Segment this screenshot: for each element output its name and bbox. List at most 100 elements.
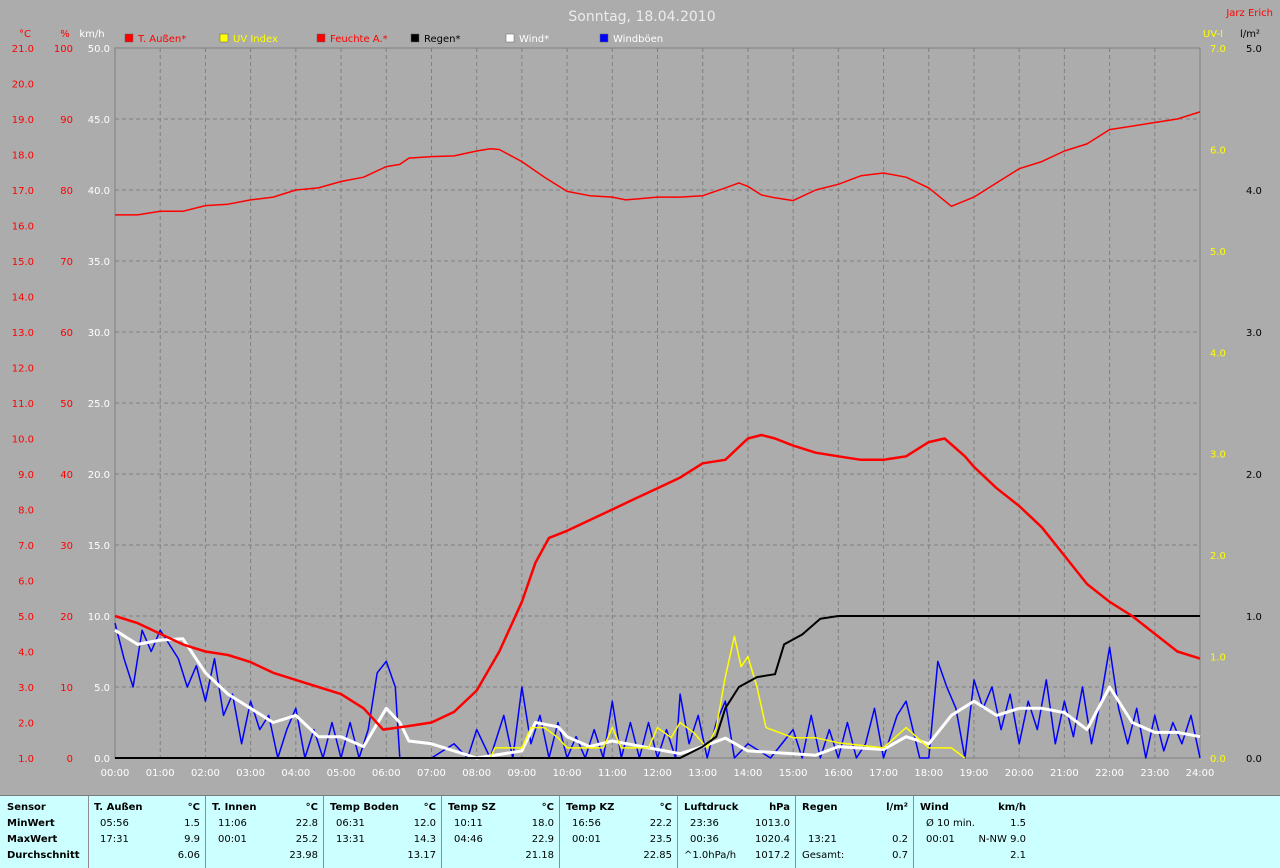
humidity-tick-label: 60: [60, 328, 73, 339]
uv-tick-label: 4.0: [1210, 348, 1226, 359]
stats-column: Temp SZ °C 10:11 18.0 04:46 22.9 21.18: [442, 796, 560, 868]
stats-max-time: 00:01: [926, 834, 955, 845]
legend-swatch: [599, 33, 609, 43]
humidity-tick-label: 20: [60, 612, 73, 623]
stats-max-value: 25.2: [295, 834, 318, 845]
temp-tick-label: 9.0: [18, 470, 34, 481]
temp-tick-label: 18.0: [12, 151, 34, 162]
stats-max-time: 17:31: [100, 834, 129, 845]
legend-swatch: [219, 33, 229, 43]
time-tick-label: 17:00: [869, 768, 898, 779]
temp-tick-label: 6.0: [18, 577, 34, 588]
time-tick-label: 18:00: [914, 768, 943, 779]
wind-tick-label: 40.0: [88, 186, 110, 197]
time-tick-label: 03:00: [236, 768, 265, 779]
series-group: [114, 111, 1201, 760]
uv-tick-label: 7.0: [1210, 44, 1226, 55]
legend-swatch: [124, 33, 134, 43]
temp-tick-label: 15.0: [12, 257, 34, 268]
time-tick-label: 19:00: [960, 768, 989, 779]
temp-tick-label: 8.0: [18, 506, 34, 517]
stats-max-time: 00:01: [572, 834, 601, 845]
stats-max-time: 13:31: [336, 834, 365, 845]
stats-min-value: 12.0: [413, 818, 436, 829]
uv-tick-label: 1.0: [1210, 653, 1226, 664]
temp-tick-label: 13.0: [12, 328, 34, 339]
time-tick-label: 02:00: [191, 768, 220, 779]
temp-tick-label: 4.0: [18, 648, 34, 659]
time-tick-label: 22:00: [1095, 768, 1124, 779]
humidity-tick-label: 50: [60, 399, 73, 410]
stats-row-label: MinWert: [7, 818, 55, 829]
temp-tick-label: 17.0: [12, 186, 34, 197]
stats-column-name: Temp KZ: [566, 802, 615, 813]
series-line-wind-: [114, 628, 1201, 760]
stats-max-time: 00:01: [218, 834, 247, 845]
stats-column-unit: l/m²: [886, 802, 908, 813]
uv-tick-label: 0.0: [1210, 754, 1226, 765]
rain-tick-label: 3.0: [1246, 328, 1262, 339]
temp-tick-label: 14.0: [12, 293, 34, 304]
stats-column-unit: °C: [187, 802, 200, 813]
humidity-tick-label: 80: [60, 186, 73, 197]
stats-column-name: Regen: [802, 802, 838, 813]
time-tick-label: 23:00: [1140, 768, 1169, 779]
temp-tick-label: 16.0: [12, 222, 34, 233]
rain-tick-label: 2.0: [1246, 470, 1262, 481]
stats-label-column: Sensor MinWert MaxWert Durchschnitt: [0, 796, 89, 868]
time-tick-label: 04:00: [281, 768, 310, 779]
stats-column-name: Temp Boden: [330, 802, 399, 813]
time-tick-label: 14:00: [734, 768, 763, 779]
temp-unit-label: °C: [19, 29, 31, 40]
stats-min-time: Ø 10 min.: [926, 818, 975, 829]
rain-tick-label: 5.0: [1246, 44, 1262, 55]
stats-row-label: Sensor: [7, 802, 46, 813]
series-line-regen-: [115, 615, 1200, 759]
stats-max-time: 00:36: [690, 834, 719, 845]
time-tick-label: 16:00: [824, 768, 853, 779]
wind-tick-label: 0.0: [94, 754, 110, 765]
stats-average: 23.98: [289, 850, 318, 861]
stats-column-unit: °C: [541, 802, 554, 813]
wind-tick-label: 50.0: [88, 44, 110, 55]
stats-column-unit: °C: [423, 802, 436, 813]
time-tick-label: 15:00: [779, 768, 808, 779]
time-tick-label: 20:00: [1005, 768, 1034, 779]
stats-column-name: T. Innen: [212, 802, 257, 813]
series-line-t-au-en-: [114, 433, 1201, 731]
stats-min-value: 22.8: [295, 818, 318, 829]
temp-tick-label: 3.0: [18, 683, 34, 694]
stats-row-label: MaxWert: [7, 834, 58, 845]
temp-tick-label: 5.0: [18, 612, 34, 623]
wind-tick-label: 15.0: [88, 541, 110, 552]
rain-tick-label: 0.0: [1246, 754, 1262, 765]
stats-max-value: 1020.4: [755, 834, 790, 845]
author-label: Jarz Erich: [1225, 8, 1273, 19]
legend-swatch: [505, 33, 515, 43]
time-tick-label: 08:00: [462, 768, 491, 779]
wind-tick-label: 10.0: [88, 612, 110, 623]
time-tick-label: 11:00: [598, 768, 627, 779]
legend: T. Außen* UV Index Feuchte A.* Regen* Wind* W…: [124, 33, 663, 45]
stats-max-value: N-NW 9.0: [978, 834, 1026, 845]
temp-tick-label: 21.0: [12, 44, 34, 55]
stats-average: 0.7: [892, 850, 908, 861]
wind-tick-label: 20.0: [88, 470, 110, 481]
time-tick-label: 10:00: [553, 768, 582, 779]
stats-column: Regen l/m² 13:21 0.2 Gesamt: 0.7: [796, 796, 914, 868]
humidity-tick-label: 30: [60, 541, 73, 552]
time-tick-label: 09:00: [507, 768, 536, 779]
stats-min-value: 1.5: [184, 818, 200, 829]
axis-labels: 21.0 20.0 19.0 18.0 17.0 16.0 15.0 14.0 13.0 12.0…: [12, 44, 1262, 779]
humidity-tick-label: 70: [60, 257, 73, 268]
series-line-uv-index: [115, 635, 966, 759]
stats-column-name: T. Außen: [94, 802, 143, 813]
temp-tick-label: 2.0: [18, 719, 34, 730]
wind-tick-label: 30.0: [88, 328, 110, 339]
uv-tick-label: 3.0: [1210, 450, 1226, 461]
stats-min-time: 16:56: [572, 818, 601, 829]
legend-label: Wind*: [519, 34, 549, 45]
rain-tick-label: 1.0: [1246, 612, 1262, 623]
weather-chart: Sonntag, 18.04.2010 Jarz Erich °C % km/h…: [12, 8, 1273, 779]
stats-average: 6.06: [177, 850, 200, 861]
